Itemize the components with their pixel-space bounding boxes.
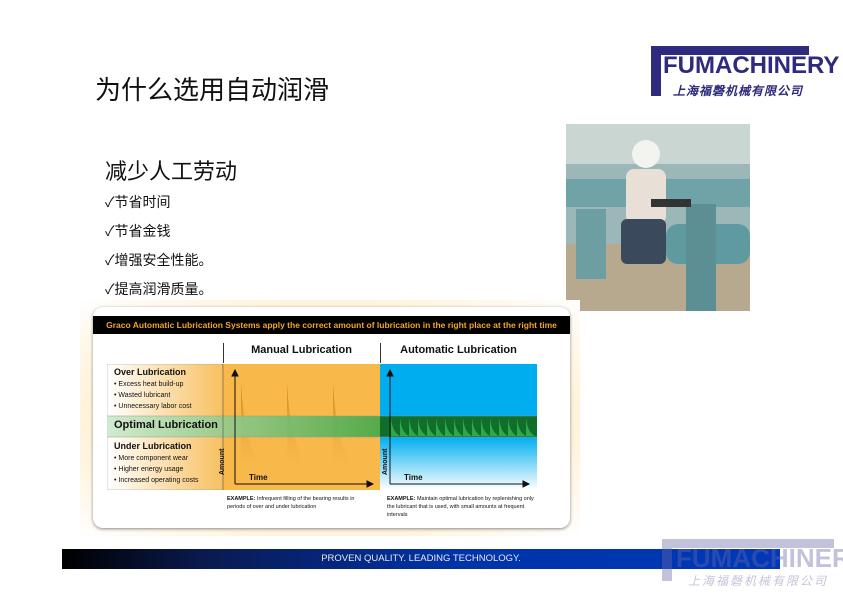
lubrication-infographic: Graco Automatic Lubrication Systems appl… [93, 307, 570, 528]
automatic-refill-tooth [418, 417, 427, 436]
x-axis-label: Time [404, 473, 423, 482]
logo-chinese: 上海福磬机械有限公司 [673, 84, 804, 98]
bullet-item: ✓提高润滑质量。 [105, 282, 213, 298]
logo-text: FUMACHINERY [663, 52, 840, 79]
manual-spike [287, 384, 313, 474]
company-logo: FUMACHINERY 上海福磬机械有限公司 [651, 46, 839, 98]
lubrication-chart [107, 364, 537, 490]
automatic-refill-tooth [445, 417, 454, 436]
automatic-refill-tooth [508, 417, 517, 436]
automatic-refill-tooth [526, 417, 535, 436]
automatic-refill-tooth [517, 417, 526, 436]
automatic-example: EXAMPLE: Maintain optimal lubrication by… [387, 496, 534, 518]
automatic-refill-tooth [472, 417, 481, 436]
automatic-refill-tooth [490, 417, 499, 436]
under-lubrication-list: • More component wear • Higher energy us… [114, 455, 199, 484]
automatic-refill-tooth [427, 417, 436, 436]
over-lubrication-title: Over Lubrication [114, 367, 187, 377]
watermark-logo-chinese: 上海福磬机械有限公司 [688, 574, 829, 588]
automatic-refill-tooth [463, 417, 472, 436]
infographic-header: Graco Automatic Lubrication Systems appl… [93, 316, 570, 334]
automatic-refill-tooth [409, 417, 418, 436]
column-automatic: Automatic Lubrication [400, 344, 517, 356]
watermark-logo-text: FUMACHINERY [676, 543, 843, 573]
subheading: 减少人工劳动 [105, 160, 238, 185]
bullet-item: ✓节省金钱 [105, 224, 171, 240]
manual-example: EXAMPLE: Infrequent filling of the beari… [227, 496, 355, 510]
manual-spike [241, 384, 267, 474]
automatic-refill-tooth [481, 417, 490, 436]
worker-photo [566, 124, 750, 311]
footer-banner: PROVEN QUALITY. LEADING TECHNOLOGY. [62, 549, 780, 569]
automatic-refill-tooth [436, 417, 445, 436]
watermark-logo: FUMACHINERY 上海福磬机械有限公司 [662, 539, 843, 588]
over-lubrication-list: • Excess heat build-up • Wasted lubrican… [114, 381, 192, 410]
y-axis-label: Amount [219, 448, 226, 475]
page-title: 为什么选用自动润滑 [95, 76, 330, 106]
bullet-item: ✓增强安全性能。 [105, 253, 213, 269]
automatic-refill-tooth [400, 417, 409, 436]
automatic-refill-tooth [454, 417, 463, 436]
manual-spike [333, 384, 359, 474]
x-axis-label: Time [249, 473, 268, 482]
automatic-refill-tooth [499, 417, 508, 436]
optimal-lubrication-title: Optimal Lubrication [114, 419, 218, 431]
column-manual: Manual Lubrication [251, 344, 352, 356]
under-lubrication-title: Under Lubrication [114, 441, 192, 451]
bullet-item: ✓节省时间 [105, 195, 171, 211]
y-axis-label: Amount [382, 448, 389, 475]
automatic-refill-tooth [391, 417, 400, 436]
